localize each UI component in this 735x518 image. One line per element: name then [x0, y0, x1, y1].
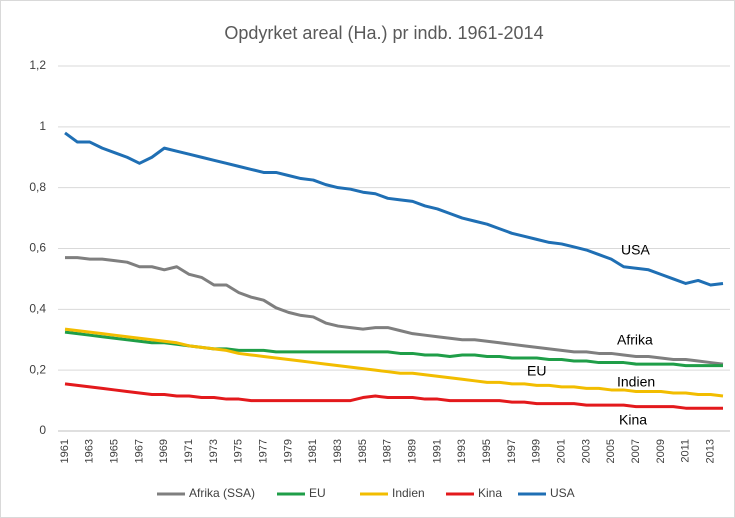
annotation: Indien — [617, 374, 655, 390]
x-tick-label: 2003 — [580, 439, 592, 463]
x-tick-label: 1979 — [282, 439, 294, 463]
x-tick-label: 1981 — [307, 439, 319, 463]
x-tick-label: 1997 — [506, 439, 518, 463]
x-tick-label: 1973 — [208, 439, 220, 463]
x-tick-label: 1993 — [456, 439, 468, 463]
x-tick-label: 1985 — [357, 439, 369, 463]
x-tick-label: 2011 — [680, 439, 692, 463]
y-tick-label: 1,2 — [29, 58, 46, 72]
x-tick-label: 1975 — [233, 439, 245, 463]
legend-label: Indien — [392, 486, 425, 500]
x-tick-label: 2007 — [630, 439, 642, 463]
x-tick-label: 1971 — [183, 439, 195, 463]
x-tick-label: 1987 — [382, 439, 394, 463]
y-tick-label: 0,4 — [29, 302, 46, 316]
y-tick-label: 0,2 — [29, 362, 46, 376]
series-line — [64, 131, 724, 287]
annotation: Afrika — [617, 332, 653, 348]
x-tick-label: 1969 — [158, 439, 170, 463]
y-tick-label: 0,6 — [29, 241, 46, 255]
x-tick-label: 1989 — [407, 439, 419, 463]
x-tick-label: 1999 — [531, 439, 543, 463]
x-tick-label: 1965 — [109, 439, 121, 463]
chart-title: Opdyrket areal (Ha.) pr indb. 1961-2014 — [224, 23, 543, 43]
series-line — [64, 382, 723, 410]
x-tick-label: 1963 — [84, 439, 96, 463]
x-tick-label: 1991 — [431, 439, 443, 463]
series-line — [65, 256, 724, 366]
legend-label: USA — [550, 486, 575, 500]
x-tick-label: 1961 — [59, 439, 71, 463]
x-tick-label: 2005 — [605, 439, 617, 463]
x-tick-label: 1977 — [258, 439, 270, 463]
series-line — [64, 330, 723, 368]
legend-label: EU — [309, 486, 326, 500]
annotation: EU — [527, 363, 546, 379]
y-tick-label: 0,8 — [29, 180, 46, 194]
annotation: USA — [621, 242, 650, 258]
x-tick-label: 1983 — [332, 439, 344, 463]
x-tick-label: 2013 — [704, 439, 716, 463]
y-tick-label: 0 — [39, 423, 46, 437]
legend-label: Kina — [478, 486, 502, 500]
y-tick-label: 1 — [39, 119, 46, 133]
annotation: Kina — [619, 412, 647, 428]
x-tick-label: 2009 — [655, 439, 667, 463]
legend-label: Afrika (SSA) — [189, 486, 255, 500]
x-tick-label: 1967 — [133, 439, 145, 463]
series-line — [64, 327, 724, 398]
x-tick-label: 1995 — [481, 439, 493, 463]
x-tick-label: 2001 — [556, 439, 568, 463]
